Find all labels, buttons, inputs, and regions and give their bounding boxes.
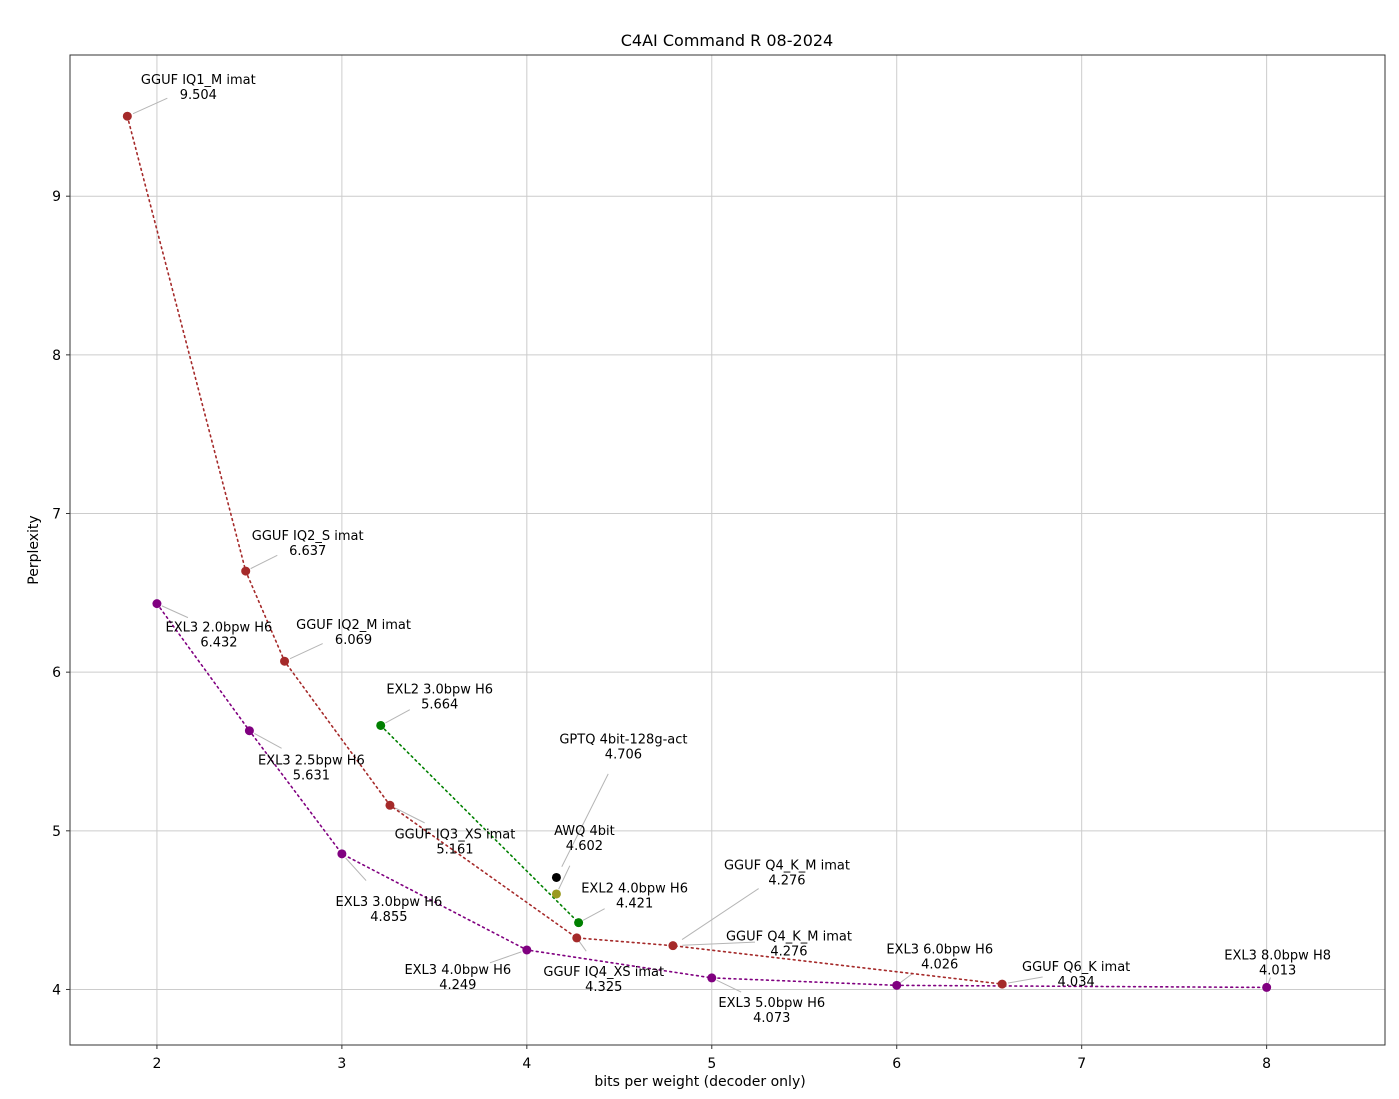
- point-label-gguf-imat: GGUF Q4_K_M imat 4.276: [724, 859, 850, 889]
- y-tick-label: 7: [52, 507, 61, 523]
- data-point-exl3: [152, 599, 162, 609]
- data-point-exl3: [707, 973, 717, 983]
- data-point-gptq: [551, 872, 561, 882]
- point-label-exl3: EXL3 2.0bpw H6 6.432: [166, 621, 273, 651]
- chart-title: C4AI Command R 08-2024: [621, 31, 833, 50]
- y-tick-label: 9: [52, 189, 61, 205]
- leader-lines: [132, 97, 1271, 993]
- point-label-gguf-imat: GGUF IQ1_M imat 9.504: [141, 73, 256, 103]
- point-label-gguf-imat: GGUF IQ4_XS imat 4.325: [543, 965, 664, 995]
- point-label-exl3: EXL3 4.0bpw H6 4.249: [404, 963, 511, 993]
- data-point-gguf-imat: [241, 566, 251, 576]
- leader-line: [250, 554, 278, 570]
- y-axis-title: Perplexity: [26, 515, 42, 584]
- leader-line: [489, 951, 522, 964]
- data-point-exl3: [892, 980, 902, 990]
- point-labels: GGUF IQ1_M imat 9.504 GGUF IQ2_S imat 6.637…: [141, 73, 1331, 1026]
- leader-line: [558, 865, 571, 890]
- axes: 2 3 4 5 6 7 8 4 5 6 7 8 9: [52, 54, 1386, 1072]
- data-point-exl2: [574, 918, 584, 928]
- leader-line: [1007, 976, 1043, 984]
- axes-border: [69, 54, 1386, 1046]
- data-point-exl2: [376, 720, 386, 730]
- point-label-exl3: EXL3 3.0bpw H6 4.855: [335, 895, 442, 925]
- leader-line: [254, 732, 282, 749]
- y-tick-label: 4: [52, 982, 61, 998]
- y-tick-label: 8: [52, 348, 61, 364]
- leader-line: [289, 643, 323, 660]
- point-label-gguf-imat: GGUF IQ3_XS imat 5.161: [395, 827, 516, 857]
- point-label-exl3: EXL3 2.5bpw H6 5.631: [258, 754, 365, 784]
- leader-line: [561, 773, 609, 867]
- data-point-gguf-imat: [385, 800, 395, 810]
- x-tick-label: 3: [337, 1056, 346, 1072]
- leader-line: [385, 709, 411, 724]
- point-label-gguf-imat: GGUF IQ2_S imat 6.637: [252, 529, 364, 559]
- leader-line: [716, 979, 742, 993]
- point-label-exl3: EXL3 8.0bpw H8 4.013: [1224, 948, 1331, 978]
- point-label-awq: AWQ 4bit 4.602: [554, 824, 615, 854]
- x-tick-label: 8: [1262, 1056, 1271, 1072]
- point-label-gptq: GPTQ 4bit-128g-act 4.706: [559, 732, 687, 762]
- leader-line: [132, 97, 168, 115]
- leader-line: [578, 940, 587, 952]
- data-points: [122, 111, 1272, 992]
- leader-line: [681, 888, 759, 941]
- x-tick-label: 4: [522, 1056, 531, 1072]
- point-label-gguf-imat: GGUF IQ2_M imat 6.069: [296, 618, 411, 648]
- data-point-exl3: [522, 945, 532, 955]
- leader-line: [582, 908, 605, 921]
- grid: [70, 55, 1385, 1045]
- data-point-exl3: [337, 849, 347, 859]
- data-point-gguf-imat: [122, 111, 132, 121]
- leader-line: [394, 807, 425, 824]
- leader-line: [899, 973, 913, 984]
- data-point-gguf-imat: [668, 941, 678, 951]
- point-label-exl2: EXL2 3.0bpw H6 5.664: [386, 682, 493, 712]
- x-tick-label: 7: [1077, 1056, 1086, 1072]
- y-tick-label: 5: [52, 824, 61, 840]
- leader-line: [161, 605, 189, 619]
- series-line-exl2: [379, 724, 580, 924]
- data-point-gguf-imat: [572, 933, 582, 943]
- data-point-awq: [551, 889, 561, 899]
- series-line-gguf-imat: [126, 115, 1003, 985]
- data-point-exl3: [1262, 982, 1272, 992]
- point-label-exl3: EXL3 6.0bpw H6 4.026: [886, 942, 993, 972]
- x-axis-title: bits per weight (decoder only): [594, 1074, 805, 1090]
- leader-line: [345, 857, 367, 881]
- point-label-gguf-imat: GGUF Q6_K imat 4.034: [1022, 960, 1130, 990]
- leader-line: [682, 941, 755, 946]
- point-label-exl2: EXL2 4.0bpw H6 4.421: [581, 882, 688, 912]
- data-point-gguf-imat: [280, 656, 290, 666]
- point-label-gguf-imat: GGUF Q4_K_M imat 4.276: [726, 930, 852, 960]
- y-tick-label: 6: [52, 665, 61, 681]
- point-label-exl3: EXL3 5.0bpw H6 4.073: [718, 996, 825, 1026]
- data-point-exl3: [244, 726, 254, 736]
- x-tick-label: 2: [152, 1056, 161, 1072]
- x-tick-label: 5: [707, 1056, 716, 1072]
- x-tick-label: 6: [892, 1056, 901, 1072]
- data-point-gguf-imat: [997, 979, 1007, 989]
